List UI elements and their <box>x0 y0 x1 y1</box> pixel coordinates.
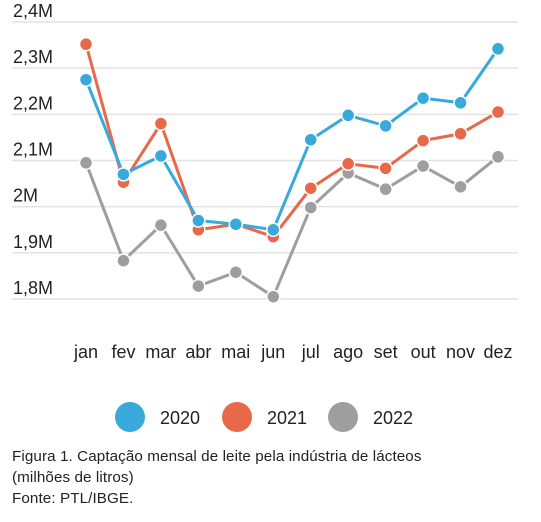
grid-lines <box>12 21 518 300</box>
caption-unit: (milhões de litros) <box>12 469 134 486</box>
data-point <box>453 179 468 195</box>
data-point <box>78 72 94 87</box>
data-point <box>78 36 94 52</box>
legend-swatch <box>115 402 145 432</box>
data-point <box>266 289 281 304</box>
x-tick-label: abr <box>185 342 211 362</box>
x-tick-label: jul <box>301 342 320 362</box>
x-axis-ticks: jan fev mar abr mai jun jul ago set out nov dez <box>73 342 513 362</box>
series-line <box>84 155 499 299</box>
data-point <box>116 167 131 182</box>
data-point <box>490 149 506 165</box>
y-tick-label: 2,3M <box>13 47 53 67</box>
y-tick-label: 2,2M <box>13 93 53 113</box>
y-tick-label: 2,4M <box>13 1 53 21</box>
series-group <box>78 36 506 304</box>
data-point <box>153 116 169 131</box>
data-point <box>490 41 506 57</box>
y-tick-label: 2,1M <box>13 140 53 160</box>
x-tick-label: out <box>411 342 436 362</box>
milk-collection-line-chart: 1,8M 1,9M 2M 2,1M 2,2M 2,3M 2,4M jan fev mar abr m… <box>12 1 518 432</box>
series-line <box>84 43 499 239</box>
legend-item-2022: 2022 <box>328 402 413 432</box>
x-tick-label: ago <box>333 342 363 362</box>
data-point <box>415 158 431 174</box>
x-tick-label: mai <box>221 342 250 362</box>
data-point <box>378 161 393 176</box>
data-point <box>303 180 318 196</box>
legend: 2020 2021 2022 <box>115 402 413 432</box>
legend-swatch <box>328 402 358 432</box>
legend-item-2021: 2021 <box>222 402 307 432</box>
data-point <box>378 118 393 134</box>
data-point <box>228 264 244 280</box>
x-tick-label: dez <box>483 342 512 362</box>
data-point <box>191 213 206 228</box>
data-point <box>378 181 393 197</box>
x-tick-label: jun <box>260 342 285 362</box>
x-tick-label: set <box>374 342 398 362</box>
caption-title: Figura 1. Captação mensal de leite pela … <box>12 448 422 465</box>
data-point <box>228 216 244 232</box>
data-point <box>191 278 206 294</box>
series-2022 <box>78 149 506 304</box>
legend-label: 2020 <box>160 408 200 428</box>
legend-label: 2022 <box>373 408 413 428</box>
legend-swatch <box>222 402 252 432</box>
data-point <box>78 155 94 171</box>
caption-source: Fonte: PTL/IBGE. <box>12 490 134 507</box>
data-point <box>340 108 356 123</box>
y-tick-label: 2M <box>13 186 38 206</box>
x-tick-label: jan <box>73 342 98 362</box>
data-point <box>453 126 468 141</box>
x-tick-label: fev <box>111 342 135 362</box>
data-point <box>415 90 431 106</box>
data-point <box>303 200 318 215</box>
data-point <box>453 95 468 111</box>
y-tick-label: 1,9M <box>13 232 53 252</box>
data-point <box>303 132 318 147</box>
x-tick-label: nov <box>446 342 475 362</box>
data-point <box>490 104 506 120</box>
legend-item-2020: 2020 <box>115 402 200 432</box>
data-point <box>266 222 281 237</box>
data-point <box>415 133 431 148</box>
figure-caption: Figura 1. Captação mensal de leite pela … <box>12 446 537 509</box>
series-2020 <box>78 41 506 237</box>
data-point <box>116 253 131 268</box>
y-tick-label: 1,8M <box>13 278 53 298</box>
legend-label: 2021 <box>267 408 307 428</box>
data-point <box>340 156 356 171</box>
data-point <box>153 217 169 233</box>
x-tick-label: mar <box>145 342 176 362</box>
y-axis-ticks: 1,8M 1,9M 2M 2,1M 2,2M 2,3M 2,4M <box>13 1 53 298</box>
data-point <box>153 148 169 164</box>
